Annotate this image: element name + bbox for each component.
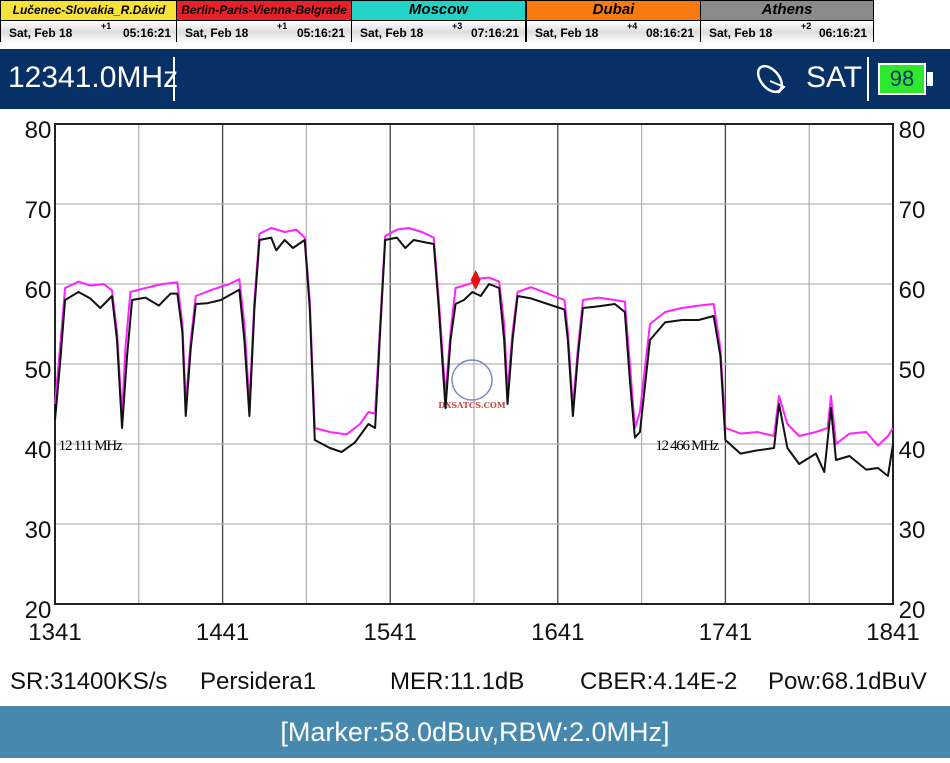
- battery-tip: [927, 72, 933, 86]
- clock-time: 06:16:21: [818, 26, 867, 40]
- channel-name: Persidera1: [200, 668, 317, 695]
- frequency-annotation: 12 466 MHz: [655, 438, 719, 454]
- y-tick-left: 60: [25, 277, 52, 304]
- clock-offset: +2: [801, 21, 812, 31]
- clock-1: Berlin-Paris-Vienna-Belgrade Sat, Feb 18…: [176, 0, 352, 43]
- clock-city: Berlin-Paris-Vienna-Belgrade: [177, 1, 351, 21]
- trace-1: [54, 236, 894, 477]
- x-tick: 1841: [866, 619, 919, 646]
- clock-date: Sat, Feb 18: [360, 26, 424, 40]
- clock-offset: +3: [452, 21, 463, 31]
- clock-date: Sat, Feb 18: [535, 26, 599, 40]
- clock-date: Sat, Feb 18: [709, 26, 773, 40]
- y-tick-left: 40: [25, 437, 52, 464]
- y-tick-left: 80: [25, 117, 52, 144]
- clock-date: Sat, Feb 18: [185, 26, 249, 40]
- y-tick-right: 30: [899, 517, 926, 544]
- mode-label: SAT: [806, 61, 863, 94]
- clock-0: Lučenec-Slovakia_R.Dávid Sat, Feb 18 +1 05…: [0, 0, 178, 43]
- x-tick: 1541: [364, 619, 417, 646]
- mer-value: MER:11.1dB: [390, 668, 525, 695]
- cber-value: CBER:4.14E-2: [580, 668, 738, 695]
- clock-time: 05:16:21: [296, 26, 345, 40]
- battery-icon: 98: [878, 63, 926, 95]
- y-tick-left: 50: [25, 357, 52, 384]
- y-tick-right: 60: [899, 277, 926, 304]
- clock-city: Dubai: [527, 1, 700, 21]
- y-tick-right: 70: [899, 197, 926, 224]
- plot-frame: [54, 123, 894, 605]
- clock-2: Moscow Sat, Feb 18 +3 07:16:21: [351, 0, 526, 43]
- watermark-logo-icon: [451, 359, 493, 401]
- y-tick-left: 30: [25, 517, 52, 544]
- y-tick-right: 50: [899, 357, 926, 384]
- divider: [173, 57, 175, 101]
- y-tick-left: 20: [25, 597, 52, 624]
- clock-city: Athens: [701, 1, 873, 21]
- frequency-annotation: 12 111 MHz: [59, 438, 123, 454]
- clock-time: 07:16:21: [470, 26, 519, 40]
- y-tick-right: 80: [899, 117, 926, 144]
- watermark-text: DXSATCS.COM: [438, 400, 506, 410]
- clock-time: 05:16:21: [122, 26, 171, 40]
- x-tick: 1441: [196, 619, 249, 646]
- clock-date: Sat, Feb 18: [9, 26, 73, 40]
- x-tick: 1341: [28, 619, 81, 646]
- clock-city: Moscow: [352, 1, 525, 21]
- clock-time: 08:16:21: [645, 26, 694, 40]
- symbol-rate: SR:31400KS/s: [10, 668, 168, 695]
- x-tick: 1641: [531, 619, 584, 646]
- frequency-display[interactable]: 12341.0MHz: [8, 61, 179, 94]
- clock-offset: +1: [101, 21, 112, 31]
- header-bar: 12341.0MHz SAT 98: [0, 49, 950, 109]
- clock-offset: +4: [627, 21, 638, 31]
- marker-info-bar: [Marker:58.0dBuv,RBW:2.0MHz]: [0, 706, 950, 758]
- y-tick-right: 40: [899, 437, 926, 464]
- clock-offset: +1: [277, 21, 288, 31]
- y-tick-right: 20: [899, 597, 926, 624]
- power-value: Pow:68.1dBuV: [768, 668, 927, 695]
- satellite-dish-icon: [756, 64, 786, 94]
- clock-4: Athens Sat, Feb 18 +2 06:16:21: [700, 0, 874, 43]
- divider: [867, 57, 869, 101]
- clock-city: Lučenec-Slovakia_R.Dávid: [1, 1, 177, 21]
- clock-3: Dubai Sat, Feb 18 +4 08:16:21: [526, 0, 701, 43]
- marker-diamond: [470, 270, 481, 290]
- y-tick-left: 70: [25, 197, 52, 224]
- x-tick: 1741: [699, 619, 752, 646]
